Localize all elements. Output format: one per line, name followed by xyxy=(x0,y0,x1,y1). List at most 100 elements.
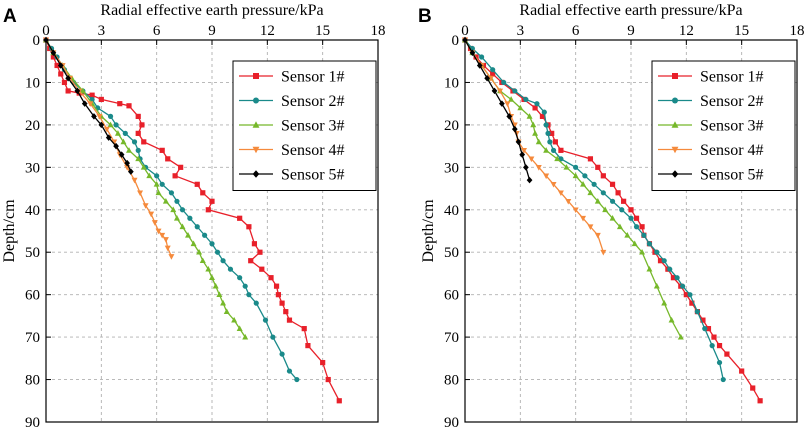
data-point xyxy=(174,198,180,204)
data-point xyxy=(65,88,71,94)
data-point xyxy=(616,223,623,230)
data-point xyxy=(534,101,540,107)
data-point xyxy=(155,228,162,235)
data-point xyxy=(504,101,511,107)
data-point xyxy=(114,130,121,136)
data-point xyxy=(554,155,561,162)
data-point xyxy=(185,231,192,238)
x-tick-label: 9 xyxy=(627,23,635,39)
data-point xyxy=(526,176,533,184)
data-point xyxy=(700,317,706,323)
data-point xyxy=(223,308,230,314)
data-point xyxy=(251,241,258,247)
data-point xyxy=(61,79,68,86)
y-axis: 0 10 20 30 40 50 60 70 80 90 xyxy=(25,33,51,431)
data-point xyxy=(591,181,597,187)
data-point xyxy=(294,376,300,383)
data-point xyxy=(628,215,634,221)
data-point xyxy=(301,326,307,332)
data-point xyxy=(716,343,723,349)
data-point xyxy=(543,147,550,153)
data-point xyxy=(268,275,274,281)
data-point xyxy=(205,265,212,272)
data-point xyxy=(512,88,518,94)
y-tick-label: 60 xyxy=(25,288,40,304)
y-tick-label: 60 xyxy=(444,288,459,304)
data-point xyxy=(572,207,579,214)
y-tick-label: 80 xyxy=(25,373,40,389)
legend-label: Sensor 5# xyxy=(281,167,345,184)
x-tick-label: 3 xyxy=(517,23,525,39)
data-point xyxy=(140,164,147,170)
data-point xyxy=(619,207,625,213)
data-point xyxy=(739,368,745,374)
data-point xyxy=(750,385,756,391)
data-point xyxy=(135,147,141,153)
x-tick-label: 15 xyxy=(734,23,749,39)
x-tick-label: 15 xyxy=(315,23,330,39)
series-4 xyxy=(462,37,607,256)
data-point xyxy=(654,249,660,255)
data-point xyxy=(214,249,221,255)
data-point xyxy=(720,376,726,383)
data-point xyxy=(462,36,468,44)
data-point xyxy=(724,351,730,357)
data-point xyxy=(595,164,601,170)
data-point xyxy=(153,181,160,187)
data-point xyxy=(668,316,675,323)
legend-swatch-marker xyxy=(672,73,678,79)
x-tick-label: 18 xyxy=(371,23,386,39)
data-point xyxy=(532,105,538,111)
data-point xyxy=(628,207,634,213)
y-tick-label: 10 xyxy=(25,75,40,91)
data-point xyxy=(107,121,114,128)
y-axis-title: Depth/cm xyxy=(420,199,437,263)
data-point xyxy=(661,258,667,264)
legend-swatch-marker xyxy=(672,97,678,104)
data-point xyxy=(541,109,547,115)
data-point xyxy=(550,181,557,188)
legend-swatch-marker xyxy=(253,73,259,79)
data-point xyxy=(667,266,673,272)
data-point xyxy=(246,224,252,230)
y-tick-label: 20 xyxy=(25,118,40,134)
data-point xyxy=(74,87,81,95)
data-point xyxy=(286,368,293,374)
data-point xyxy=(633,224,640,230)
data-point xyxy=(609,181,616,187)
data-point xyxy=(248,258,254,264)
data-point xyxy=(653,282,660,289)
data-point xyxy=(237,275,243,281)
chart-panel-b: B 0 3 6 9 12 15 18 0 10 20 30 40 50 60 70 80 90 Radial eff… xyxy=(418,2,805,431)
legend-swatch-marker xyxy=(671,146,679,154)
data-point xyxy=(117,101,123,107)
data-point xyxy=(594,198,601,204)
data-point xyxy=(550,147,557,153)
data-point xyxy=(178,164,184,170)
data-point xyxy=(159,147,165,153)
data-point xyxy=(490,71,496,77)
series-line xyxy=(464,39,604,253)
legend: Sensor 1# Sensor 2# Sensor 3# Sensor 4# Sens… xyxy=(651,60,796,191)
data-point xyxy=(680,283,686,289)
data-point xyxy=(633,215,640,221)
data-point xyxy=(159,232,166,239)
data-point xyxy=(122,130,128,136)
data-point xyxy=(187,215,193,221)
data-point xyxy=(200,190,206,196)
x-axis: 0 3 6 9 12 15 18 xyxy=(461,23,805,45)
data-point xyxy=(320,359,326,366)
x-tick-label: 6 xyxy=(572,23,580,39)
data-point xyxy=(476,62,483,69)
data-point xyxy=(580,215,587,222)
data-point xyxy=(535,164,542,171)
data-point xyxy=(262,317,269,323)
data-point xyxy=(270,334,276,340)
y-tick-label: 40 xyxy=(25,203,40,219)
data-point xyxy=(173,215,180,221)
data-point xyxy=(757,398,763,404)
data-point xyxy=(528,156,535,163)
data-point xyxy=(135,113,141,119)
data-point xyxy=(259,266,265,272)
data-point xyxy=(639,224,645,230)
